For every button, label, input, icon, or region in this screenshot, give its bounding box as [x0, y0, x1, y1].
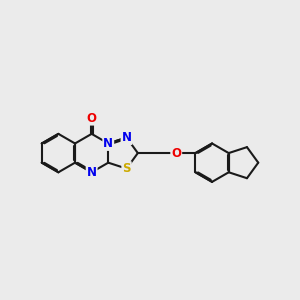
- Text: N: N: [122, 131, 131, 144]
- Text: N: N: [87, 166, 97, 179]
- Text: O: O: [171, 147, 181, 160]
- Text: O: O: [87, 112, 97, 124]
- Text: N: N: [103, 137, 113, 150]
- Text: S: S: [122, 162, 131, 175]
